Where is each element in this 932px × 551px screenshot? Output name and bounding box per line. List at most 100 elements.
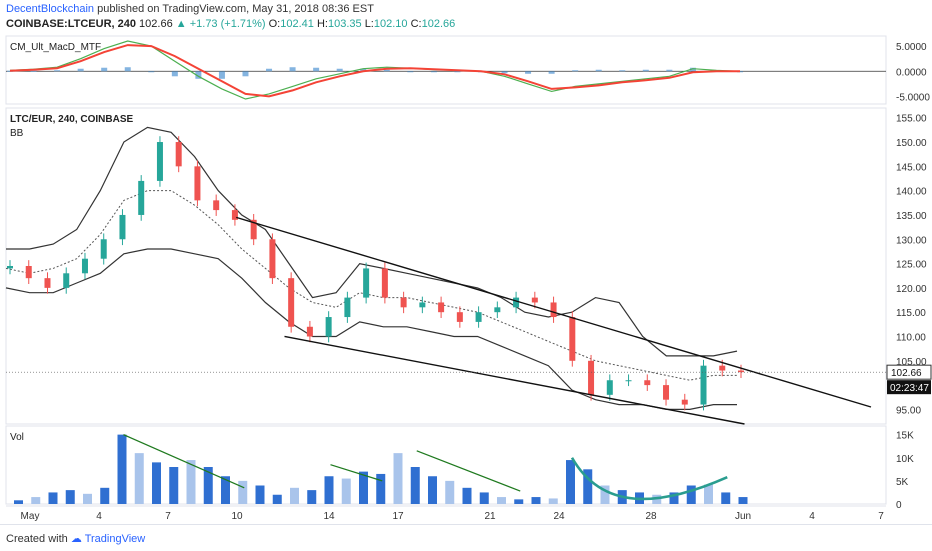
symbol: COINBASE:LTCEUR, 240 (6, 18, 136, 30)
volume-bar (272, 494, 282, 504)
price-y-tick: 120.00 (896, 284, 927, 295)
volume-bar (393, 453, 403, 504)
candle-body (81, 258, 88, 274)
time-axis-tick: 7 (878, 511, 884, 522)
volume-bar (203, 467, 213, 504)
header: DecentBlockchain published on TradingVie… (0, 0, 932, 34)
volume-y-tick: 10K (896, 454, 914, 465)
candle-body (681, 399, 688, 405)
change: +1.73 (+1.71%) (189, 18, 266, 30)
macd-histogram-bar (242, 71, 249, 77)
macd-histogram-bar (666, 69, 673, 72)
low-label: L: (364, 18, 374, 30)
macd-histogram-bar (595, 69, 602, 72)
created-with: Created with ☁ TradingView (6, 532, 145, 545)
candle-body (7, 266, 13, 269)
volume-bar (669, 492, 679, 504)
macd-histogram-bar (30, 70, 37, 72)
macd-histogram-bar (548, 71, 555, 74)
volume-bar (428, 476, 437, 504)
candle-body (138, 180, 145, 215)
macd-title: CM_Ult_MacD_MTF (10, 42, 101, 53)
last-price-tag (886, 364, 932, 380)
up-arrow-icon: ▲ (175, 18, 187, 30)
volume-trendline (416, 450, 521, 492)
volume-bar (307, 490, 317, 504)
volume-bar (514, 499, 524, 504)
price-y-tick: 110.00 (896, 332, 926, 343)
open-value: 102.41 (280, 18, 314, 30)
volume-bar (497, 497, 506, 504)
bb-study-label: BB (10, 128, 24, 139)
time-axis-tick: 21 (484, 511, 496, 522)
macd-histogram-bar (218, 71, 225, 79)
volume-bar (290, 487, 299, 504)
volume-bar (152, 462, 161, 504)
volume-bar (341, 478, 351, 504)
macd-histogram-bar (289, 67, 296, 72)
macd-histogram-bar (572, 70, 579, 72)
macd-pane-border (5, 35, 887, 105)
close-value: 102.66 (421, 18, 456, 30)
volume-pane-title: Vol (10, 432, 24, 443)
footer: Created with ☁ TradingView (0, 524, 932, 551)
volume-bar (600, 485, 610, 504)
candle-body (400, 297, 407, 308)
macd-histogram-bar (148, 71, 155, 73)
volume-trendline (330, 464, 383, 482)
volume-bar (548, 498, 558, 504)
created-label: Created with (6, 533, 68, 545)
volume-bar (531, 497, 541, 504)
tradingview-logo-icon[interactable]: ☁ (70, 533, 82, 545)
time-axis-tick: 14 (323, 511, 335, 522)
candle-body (44, 278, 51, 288)
candle-body (100, 239, 107, 259)
macd-histogram-bar (101, 67, 108, 72)
candle-body (494, 307, 501, 313)
candle-body (625, 380, 632, 382)
price-y-tick: 135.00 (896, 211, 927, 222)
macd-y-tick: -5.0000 (896, 92, 930, 103)
candle-body (550, 302, 557, 318)
time-axis-tick: 4 (96, 511, 102, 522)
candle-body (419, 302, 426, 308)
volume-bar (186, 460, 196, 504)
chart-canvas[interactable]: 5.0000 0.0000 -5.0000 CM_Ult_MacD_MTF 155.0… (0, 0, 932, 524)
volume-bar (324, 476, 334, 504)
candle-body (306, 326, 313, 337)
candle-body (344, 297, 351, 318)
volume-trendline (123, 434, 245, 489)
volume-bar (169, 467, 179, 504)
macd-pane: 5.0000 0.0000 -5.0000 CM_Ult_MacD_MTF (5, 35, 930, 105)
tradingview-brand[interactable]: TradingView (84, 533, 146, 545)
close-label: C: (410, 18, 422, 30)
channel-trendline (235, 216, 872, 408)
volume-bar (31, 497, 41, 504)
volume-bar (410, 467, 420, 504)
volume-cup-arc (570, 457, 728, 501)
candle-body (700, 365, 707, 405)
candle-body (738, 370, 744, 373)
macd-histogram-bar (642, 69, 649, 72)
candle-body (156, 142, 163, 181)
volume-y-tick: 5K (896, 477, 909, 488)
candle-body (363, 268, 370, 298)
volume-bar (100, 487, 110, 504)
volume-bar (376, 473, 386, 504)
high-label: H: (316, 18, 328, 30)
candle-body (288, 278, 295, 327)
time-axis-tick: 17 (392, 511, 404, 522)
candle-body (250, 219, 257, 240)
macd-y-tick: 5.0000 (896, 42, 927, 53)
candle-body (63, 273, 70, 288)
author-link[interactable]: DecentBlockchain (6, 3, 95, 15)
price-pane-border (5, 107, 887, 425)
candle-body (25, 266, 32, 279)
volume-bar (462, 487, 472, 504)
macd-histogram-bar (501, 71, 508, 74)
macd-histogram-bar (689, 67, 696, 72)
countdown-tag (887, 380, 931, 395)
candle-body (475, 312, 482, 322)
last-price: 102.66 (139, 18, 173, 30)
